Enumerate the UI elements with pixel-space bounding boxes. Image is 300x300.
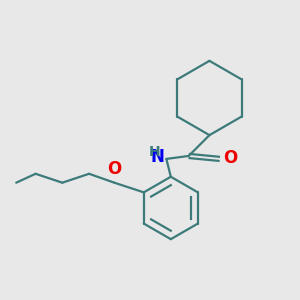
Text: H: H bbox=[149, 146, 161, 159]
Text: N: N bbox=[150, 148, 164, 166]
Text: O: O bbox=[107, 160, 122, 178]
Text: O: O bbox=[223, 149, 237, 167]
